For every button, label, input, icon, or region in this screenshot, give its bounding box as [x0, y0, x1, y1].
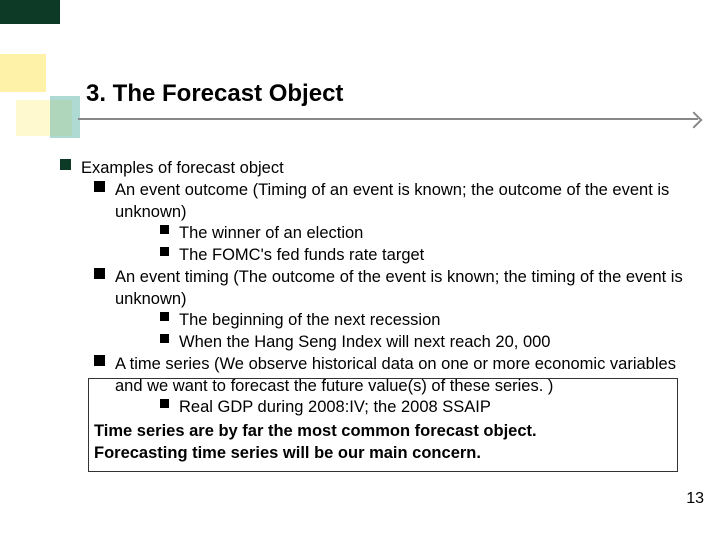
bullet-level2: An event outcome (Timing of an event is …: [94, 180, 690, 224]
bullet-text: When the Hang Seng Index will next reach…: [179, 332, 690, 354]
bullet-level2: An event timing (The outcome of the even…: [94, 267, 690, 311]
bullet-text: An event timing (The outcome of the even…: [115, 267, 690, 311]
square-bullet-icon: [160, 312, 169, 321]
square-bullet-icon: [160, 247, 169, 256]
decoration-yellow-1: [0, 54, 46, 92]
bullet-level3: The beginning of the next recession: [160, 310, 690, 332]
square-bullet-icon: [94, 268, 105, 279]
square-bullet-icon: [160, 334, 169, 343]
square-bullet-icon: [94, 355, 105, 366]
bullet-level3: The winner of an election: [160, 223, 690, 245]
bullet-text: The beginning of the next recession: [179, 310, 690, 332]
bullet-text: Examples of forecast object: [81, 158, 284, 180]
decoration-dark-green: [0, 0, 60, 24]
bullet-text: The winner of an election: [179, 223, 690, 245]
decoration-teal: [50, 96, 80, 138]
title-underline-arrow: [78, 118, 698, 120]
page-number: 13: [686, 490, 704, 508]
bullet-level1: Examples of forecast object: [60, 158, 690, 180]
bullet-text: An event outcome (Timing of an event is …: [115, 180, 690, 224]
highlight-rectangle: [88, 378, 678, 472]
square-bullet-icon: [94, 181, 105, 192]
bullet-text: The FOMC's fed funds rate target: [179, 245, 690, 267]
bullet-level3: When the Hang Seng Index will next reach…: [160, 332, 690, 354]
square-bullet-icon: [160, 225, 169, 234]
bullet-level3: The FOMC's fed funds rate target: [160, 245, 690, 267]
slide-title: 3. The Forecast Object: [86, 80, 343, 108]
square-bullet-icon: [60, 159, 71, 170]
